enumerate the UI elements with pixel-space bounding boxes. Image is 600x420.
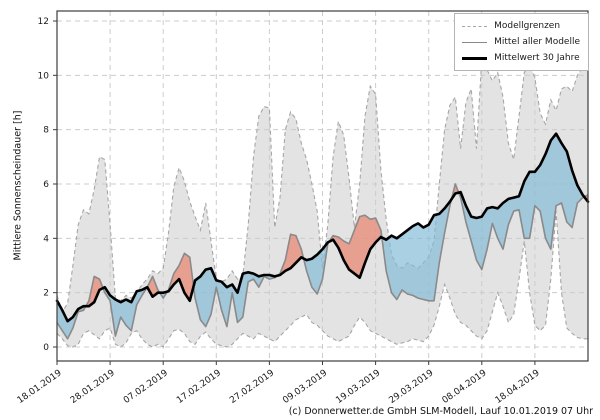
copyright-credit: (c) Donnerwetter.de GmbH SLM-Modell, Lau… [288,406,593,417]
legend: Modellgrenzen Mittel aller Modelle Mitte… [454,13,589,71]
x-tick-label: 18.04.2019 [494,368,542,406]
fill-model-above-mean [167,253,194,301]
y-tick-label: 6 [43,180,49,190]
fill-model-below-mean [458,133,585,270]
y-tick-label: 12 [38,17,49,27]
model-mean-line [56,183,589,340]
y-tick-label: 10 [38,71,50,81]
x-tick-label: 17.02.2019 [175,368,223,406]
mean-30-years-line [55,132,590,323]
x-tick-label: 28.01.2019 [69,368,117,406]
dashed-line-icon [462,25,488,27]
legend-item-mittel-aller-modelle: Mittel aller Modelle [462,34,580,50]
model-spread-border [56,211,588,348]
fill-model-above-mean [329,215,382,278]
x-tick-label: 29.03.2019 [387,368,435,406]
x-tick-label: 09.03.2019 [281,368,329,406]
x-tick-label: 27.02.2019 [228,368,276,406]
y-tick-label: 2 [43,289,49,299]
legend-label: Mittel aller Modelle [494,37,580,47]
x-tick-label: 18.01.2019 [16,368,64,406]
y-tick-label: 4 [43,234,49,244]
gray-line-icon [462,41,488,43]
y-tick-label: 0 [43,343,49,353]
fill-model-below-mean [381,199,452,301]
y-tick-label: 8 [43,126,49,136]
x-tick-label: 07.02.2019 [122,368,170,406]
legend-item-mittelwert-30-jahre: Mittelwert 30 Jahre [462,50,580,66]
x-tick-label: 19.03.2019 [334,368,382,406]
black-line-icon [462,56,488,60]
legend-item-modellgrenzen: Modellgrenzen [462,18,580,34]
legend-label: Modellgrenzen [494,21,561,31]
legend-label: Mittelwert 30 Jahre [494,53,580,63]
y-axis-label: Mittlere Sonnenscheindauer [h] [12,110,24,261]
x-tick-label: 08.04.2019 [441,368,489,406]
